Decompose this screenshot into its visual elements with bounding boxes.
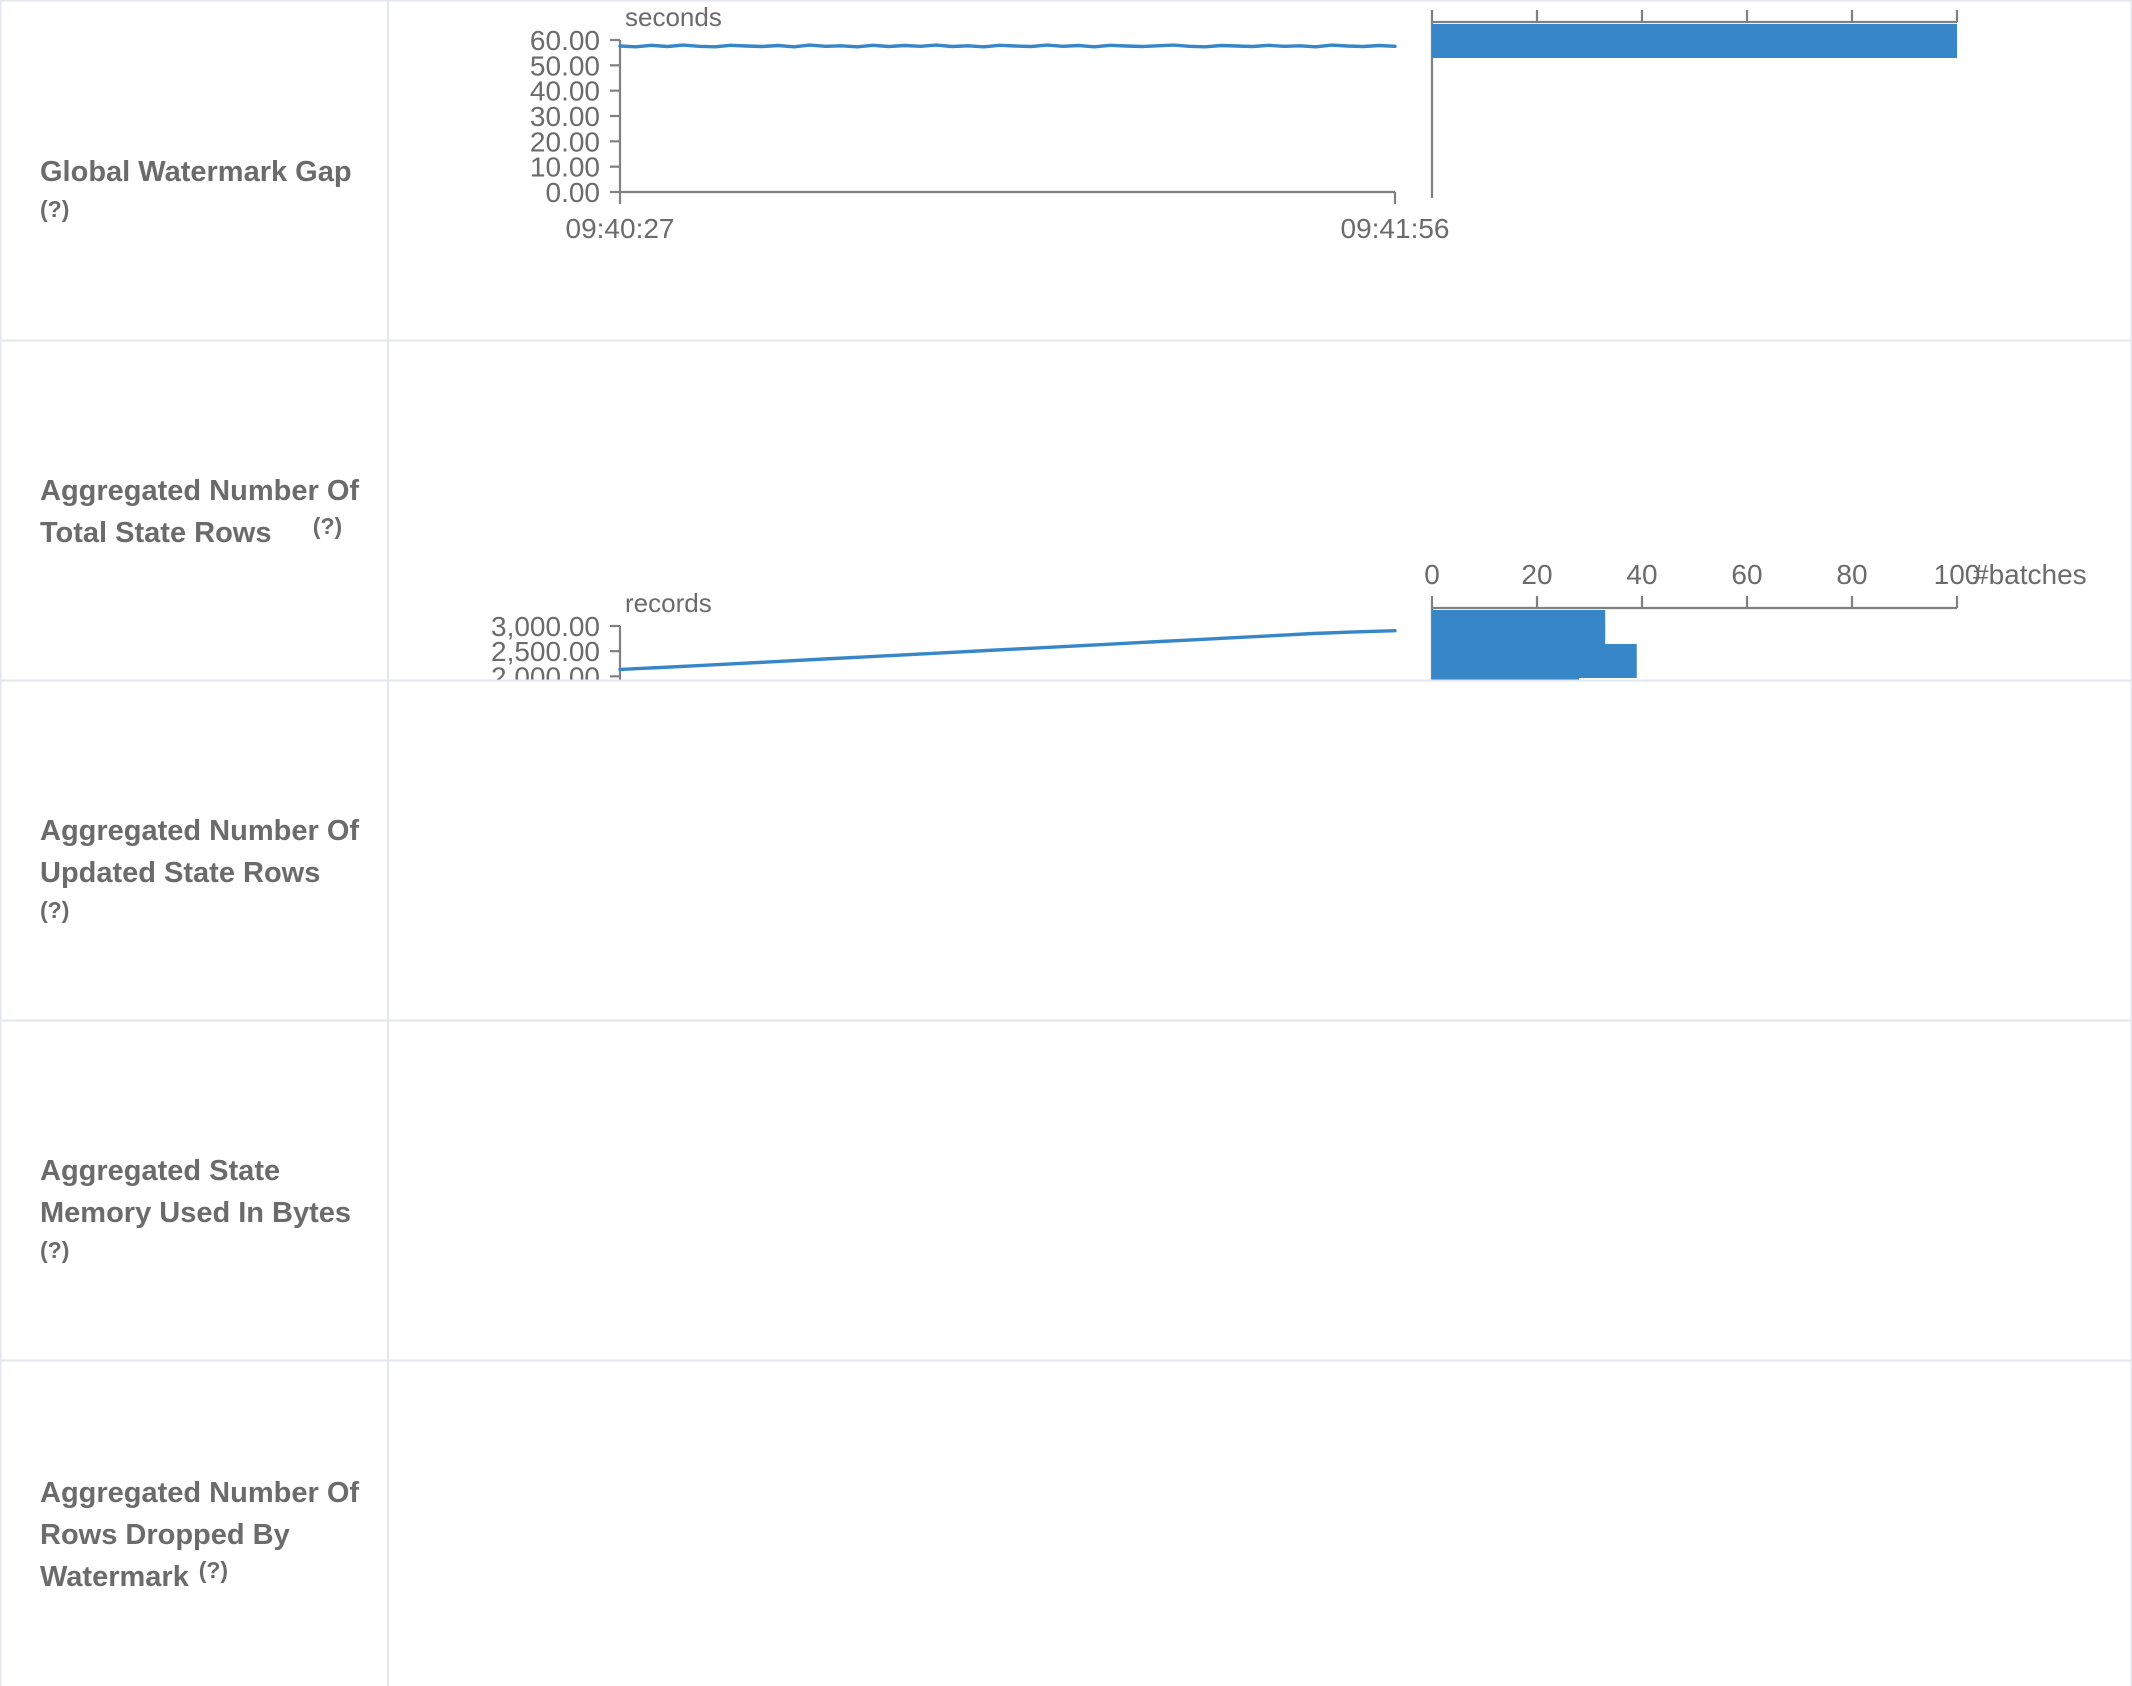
metric-label-line: Aggregated Number Of bbox=[40, 815, 359, 847]
histogram-tick-label: 100 bbox=[1934, 559, 1981, 590]
x-axis-start-label: 09:40:27 bbox=[566, 213, 675, 244]
help-icon[interactable]: (?) bbox=[199, 1557, 228, 1583]
metric-label-aggregated-number-of-updated-state-rows: Aggregated Number Of Updated State Rows (?… bbox=[40, 815, 359, 923]
histogram-tick-label: 100 bbox=[1934, 0, 1981, 4]
y-tick-label: 50.00 bbox=[530, 50, 600, 81]
row-border bbox=[0, 679, 2132, 1022]
y-tick-label: 10.00 bbox=[530, 152, 600, 183]
metric-label-line: Aggregated Number Of bbox=[40, 475, 359, 507]
y-tick-label: 30.00 bbox=[530, 101, 600, 132]
histogram-tick-label: 80 bbox=[1836, 0, 1867, 4]
histogram-tick-label: 0 bbox=[1424, 0, 1440, 4]
metric-label-line: Aggregated Number Of bbox=[40, 1477, 359, 1509]
metric-label-line: Total State Rows bbox=[40, 517, 272, 549]
histogram-tick-label: 0 bbox=[1424, 559, 1440, 590]
y-tick-label: 2,500.00 bbox=[491, 636, 600, 667]
y-tick-label: 0.00 bbox=[546, 177, 601, 208]
metric-label-line: Updated State Rows bbox=[40, 857, 320, 889]
histogram-chart-aggregated-number-of-total-state-rows[interactable]: 0 20 40 60 80 100#batches bbox=[1424, 559, 2087, 783]
histogram-unit-label: #batches bbox=[1973, 0, 2087, 4]
histogram-bar bbox=[1432, 24, 1957, 58]
row-border bbox=[0, 1019, 2132, 1362]
y-axis-unit-label: seconds bbox=[625, 2, 722, 32]
histogram-tick-label: 20 bbox=[1521, 559, 1552, 590]
metric-label-line: Aggregated State bbox=[40, 1155, 280, 1187]
row-border bbox=[0, 1359, 2132, 1686]
timeline-chart-global-watermark-gap[interactable]: seconds 60.0050.0040.0030.0020.0010.000.0… bbox=[530, 2, 1450, 244]
metric-label-aggregated-state-memory-used-in-bytes: Aggregated State Memory Used In Bytes (?) bbox=[40, 1155, 351, 1263]
histogram-tick-label: 20 bbox=[1521, 0, 1552, 4]
help-icon[interactable]: (?) bbox=[40, 196, 69, 222]
histogram-tick-label: 80 bbox=[1836, 559, 1867, 590]
metric-label-line: Watermark bbox=[40, 1561, 190, 1593]
series-line bbox=[618, 629, 1397, 672]
row-border bbox=[0, 339, 2132, 682]
metric-label-line: Global Watermark Gap bbox=[40, 156, 352, 188]
histogram-bar bbox=[1432, 644, 1637, 678]
table-row: Global Watermark Gap (?) seconds 60.0050.00… bbox=[0, 0, 2132, 342]
help-icon[interactable]: (?) bbox=[313, 513, 342, 539]
histogram-tick-label: 60 bbox=[1731, 0, 1762, 4]
histogram-chart-global-watermark-gap[interactable]: 0 20 40 60 80 100#batches bbox=[1424, 0, 2087, 198]
metric-label-line: Memory Used In Bytes bbox=[40, 1197, 351, 1229]
histogram-bar bbox=[1432, 610, 1606, 644]
y-axis-unit-label: records bbox=[625, 588, 712, 618]
y-tick-label: 3,000.00 bbox=[491, 611, 600, 642]
histogram-tick-label: 60 bbox=[1731, 559, 1762, 590]
table-row: Aggregated Number Of Rows Dropped By Water… bbox=[0, 1359, 2132, 1686]
series-line bbox=[618, 43, 1397, 49]
histogram-tick-label: 40 bbox=[1626, 0, 1657, 4]
metric-label-global-watermark-gap: Global Watermark Gap (?) bbox=[40, 156, 352, 222]
help-icon[interactable]: (?) bbox=[40, 897, 69, 923]
y-tick-label: 60.00 bbox=[530, 25, 600, 56]
help-icon[interactable]: (?) bbox=[40, 1237, 69, 1263]
x-axis-end-label: 09:41:56 bbox=[1341, 213, 1450, 244]
metric-label-aggregated-number-of-rows-dropped-by-watermark: Aggregated Number Of Rows Dropped By Water… bbox=[40, 1477, 359, 1593]
metric-label-aggregated-number-of-total-state-rows: Aggregated Number Of Total State Rows (?) bbox=[40, 475, 359, 549]
metric-label-line: Rows Dropped By bbox=[40, 1519, 290, 1551]
histogram-tick-label: 40 bbox=[1626, 559, 1657, 590]
y-tick-label: 40.00 bbox=[530, 76, 600, 107]
histogram-unit-label: #batches bbox=[1973, 559, 2087, 590]
y-tick-label: 20.00 bbox=[530, 126, 600, 157]
